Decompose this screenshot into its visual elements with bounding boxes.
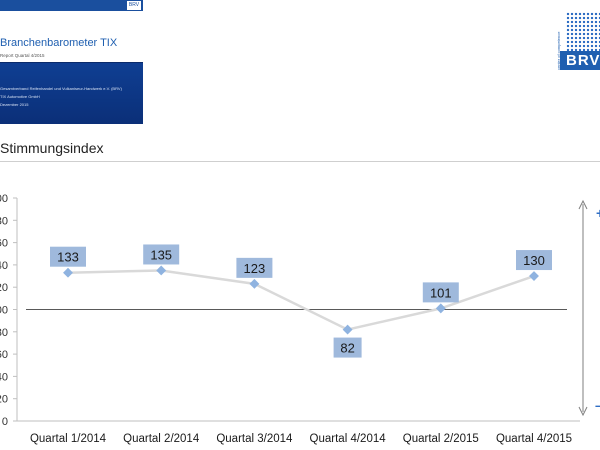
banner-top-band: BRV xyxy=(0,0,143,11)
data-label-box xyxy=(143,244,180,265)
indicator-arrow-down-head xyxy=(578,406,588,417)
x-category-label: Quartal 2/2015 xyxy=(403,433,479,445)
report-subtitle: Report Quartal 4/2015 xyxy=(0,53,45,58)
chart-section-title: Stimmungsindex xyxy=(0,140,104,156)
banner-info-line: Dezember 2015 xyxy=(0,102,29,107)
y-tick-label: 20 xyxy=(0,282,8,294)
data-label: 133 xyxy=(57,250,79,265)
data-point-marker xyxy=(342,324,353,335)
y-tick-label: 60 xyxy=(0,349,8,361)
y-tick-label: 80 xyxy=(0,215,8,227)
brv-logo-dot-grid xyxy=(566,12,600,54)
series-line xyxy=(67,269,535,331)
y-tick-label: 40 xyxy=(0,371,8,383)
data-label-box xyxy=(333,337,362,358)
indicator-arrow-up-head xyxy=(578,199,588,210)
brv-logo: center of competence BRV xyxy=(556,10,600,70)
data-label: 123 xyxy=(244,261,266,276)
x-category-label: Quartal 2/2014 xyxy=(123,433,200,445)
data-point-marker xyxy=(435,303,446,314)
x-category-label: Quartal 4/2015 xyxy=(496,433,572,445)
data-point-marker xyxy=(63,267,73,278)
y-tick-label: 60 xyxy=(0,238,8,250)
y-tick-label: 0 xyxy=(2,416,8,428)
data-label-box xyxy=(516,250,552,271)
x-category-label: Quartal 1/2014 xyxy=(30,433,107,445)
x-category-label: Quartal 3/2014 xyxy=(216,433,293,445)
brv-logo-wordmark: BRV xyxy=(560,51,600,70)
section-divider xyxy=(0,161,600,162)
data-label-box xyxy=(422,282,459,303)
indicator-minus-label: – xyxy=(595,397,600,413)
banner-info-line: TIX Automotive GmbH xyxy=(0,94,40,99)
y-tick-label: 80 xyxy=(0,327,8,339)
data-point-marker xyxy=(529,271,539,281)
y-tick-label: 00 xyxy=(0,193,8,205)
y-tick-label: 00 xyxy=(0,305,8,317)
data-label: 82 xyxy=(340,341,354,356)
data-label: 135 xyxy=(150,247,172,262)
data-point-marker xyxy=(156,265,167,276)
indicator-plus-label: + xyxy=(596,205,600,221)
data-label: 101 xyxy=(430,285,452,300)
data-label-box xyxy=(50,246,86,267)
banner-brv-logo: BRV xyxy=(127,1,141,10)
y-tick-label: 40 xyxy=(0,260,8,272)
report-title: Branchenbarometer TIX xyxy=(0,37,118,49)
banner-info-line: Gesamtverband Reifenhandel und Vulkanise… xyxy=(0,86,122,91)
x-category-label: Quartal 4/2014 xyxy=(310,433,387,445)
data-label: 130 xyxy=(523,253,545,268)
report-cover-banner: BRV Branchenbarometer TIX Report Quartal… xyxy=(0,0,143,124)
y-tick-label: 20 xyxy=(0,394,8,406)
banner-rule xyxy=(0,62,143,63)
data-label-box xyxy=(236,257,273,278)
data-point-marker xyxy=(249,278,260,289)
